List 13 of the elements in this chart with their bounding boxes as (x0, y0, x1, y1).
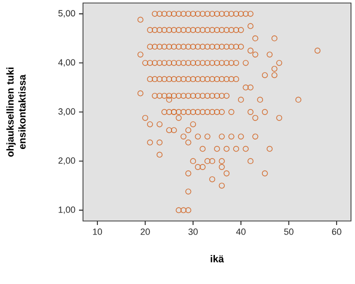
x-tick-label: 50 (284, 228, 294, 235)
x-tick-label: 20 (140, 228, 150, 235)
x-tick-label: 30 (188, 228, 198, 235)
y-tick-label: 3,00 (58, 108, 76, 116)
x-tick-label: 60 (332, 228, 342, 235)
x-tick-label: 10 (93, 228, 102, 235)
x-tick-label: 40 (236, 228, 246, 235)
y-tick-label: 2,00 (58, 157, 76, 165)
y-tick-label: 1,00 (58, 206, 76, 214)
x-axis-title: ikä (210, 255, 224, 262)
y-axis-title: ohjauksellinen tuki ensikontaktissa (6, 68, 26, 157)
y-tick-label: 5,00 (58, 10, 76, 18)
y-tick-label: 4,00 (58, 59, 76, 67)
